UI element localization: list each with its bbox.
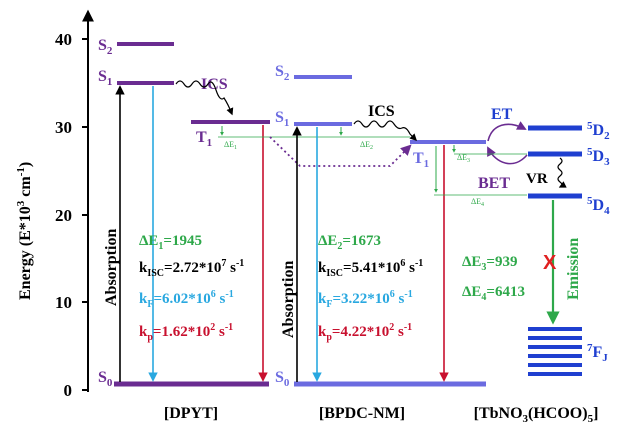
tb-et-label: ET (491, 106, 513, 123)
dpyt-s2-label: S2 (98, 37, 113, 57)
bpdc-kisc-value: kISC=5.41*106 s-1 (318, 258, 423, 279)
bpdc-ics-label: ICS (368, 103, 395, 120)
y-axis-title: Energy (E*103 cm-1) (15, 162, 34, 300)
tb-5d2-label: 5D2 (587, 120, 610, 142)
tb-de4-small: ΔE4 (471, 197, 484, 208)
dpyt-t1-label: T1 (196, 129, 212, 149)
bpdc-s0-label: S0 (275, 369, 290, 389)
group-label-bpdc: [BPDC-NM] (319, 405, 405, 422)
y-tick-label-0: 0 (64, 381, 73, 400)
bpdc-absorption-label: Absorption (280, 261, 297, 338)
dpyt-kf-value: kF=6.02*106 s-1 (139, 289, 234, 310)
tb-de3-value: ΔE3=939 (462, 254, 517, 273)
dpyt-s1-label: S1 (98, 68, 112, 88)
bpdc-kp-value: kp=4.22*102 s-1 (318, 322, 412, 343)
group-label-dpyt: [DPYT] (164, 405, 218, 422)
bpdc-de2-small: ΔE2 (360, 140, 373, 151)
tb-vr-label: VR (526, 171, 548, 187)
bpdc-kf-value: kF=3.22*106 s-1 (318, 289, 413, 310)
tb-7fj-levels (528, 329, 582, 374)
tb-cross-mark: X (543, 252, 557, 274)
tb-5d4-label: 5D4 (587, 195, 610, 217)
dpyt-ics-label: ICS (201, 76, 228, 93)
tb-bet-label: BET (478, 175, 510, 192)
bpdc-t1-label: T1 (413, 150, 429, 170)
y-tick-label-40: 40 (55, 30, 72, 49)
dpyt-absorption-label: Absorption (103, 229, 120, 306)
bpdc-s2-label: S2 (275, 63, 290, 83)
dpyt-s0-label: S0 (98, 369, 113, 389)
tb-emission-label: Emission (565, 238, 582, 300)
bpdc-s1-label: S1 (275, 109, 289, 129)
dpyt-de1-small: ΔE1 (224, 140, 237, 151)
dpyt-kisc-value: kISC=2.72*107 s-1 (139, 258, 244, 279)
tb-vr-arrow (558, 158, 562, 187)
bpdc-de2-value: ΔE2=1673 (318, 233, 381, 252)
tb-et-arrow (488, 124, 525, 141)
dpyt-kp-value: kp=1.62*102 s-1 (139, 322, 233, 343)
y-tick-label-30: 30 (55, 118, 72, 137)
dpyt-de1-value: ΔE1=1945 (139, 233, 202, 252)
y-tick-label-10: 10 (55, 293, 72, 312)
tb-bet-arrow (488, 148, 527, 164)
tb-7fj-label: 7FJ (587, 342, 608, 364)
tb-de3-small: ΔE3 (457, 153, 470, 164)
dpyt-transfer-dotted (270, 137, 410, 166)
group-label-tb: [TbNO3(HCOO)5] (474, 405, 599, 425)
tb-5d3-label: 5D3 (587, 146, 610, 168)
y-tick-label-20: 20 (55, 206, 72, 225)
tb-de4-value: ΔE4=6413 (462, 284, 525, 303)
